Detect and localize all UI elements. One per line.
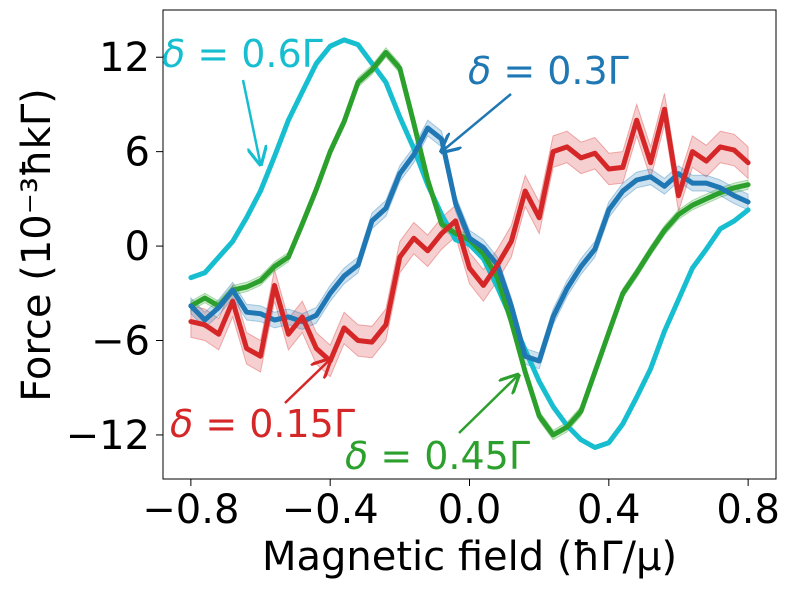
y-axis-label: Force (10⁻³ħkΓ)	[14, 88, 60, 401]
y-tick-label: 12	[99, 35, 150, 81]
x-tick-label: 0.0	[438, 487, 502, 533]
x-tick-label: 0.8	[716, 487, 780, 533]
annotation-prefix: δ =	[345, 434, 424, 478]
annotation-prefix: δ =	[170, 402, 249, 446]
annotation-value: 0.3Γ	[547, 49, 629, 93]
annotation-label: δ = 0.45Γ	[345, 434, 530, 478]
annotation-prefix: δ =	[162, 32, 241, 76]
x-tick-label: −0.8	[142, 487, 239, 533]
annotation-value: 0.15Γ	[249, 402, 355, 446]
y-tick-label: −6	[91, 319, 150, 365]
y-tick-label: 6	[125, 130, 150, 176]
x-tick-label: −0.4	[282, 487, 379, 533]
annotation-label: δ = 0.3Γ	[468, 49, 629, 93]
x-axis-label: Magnetic field (ħΓ/μ)	[262, 534, 677, 580]
annotation-value: 0.6Γ	[241, 32, 323, 76]
y-tick-label: −12	[66, 413, 150, 459]
annotation-value: 0.45Γ	[424, 434, 530, 478]
y-tick-label: 0	[125, 224, 150, 270]
annotation-label: δ = 0.6Γ	[162, 32, 323, 76]
annotation-label: δ = 0.15Γ	[170, 402, 355, 446]
annotation-prefix: δ =	[468, 49, 547, 93]
x-tick-label: 0.4	[577, 487, 641, 533]
